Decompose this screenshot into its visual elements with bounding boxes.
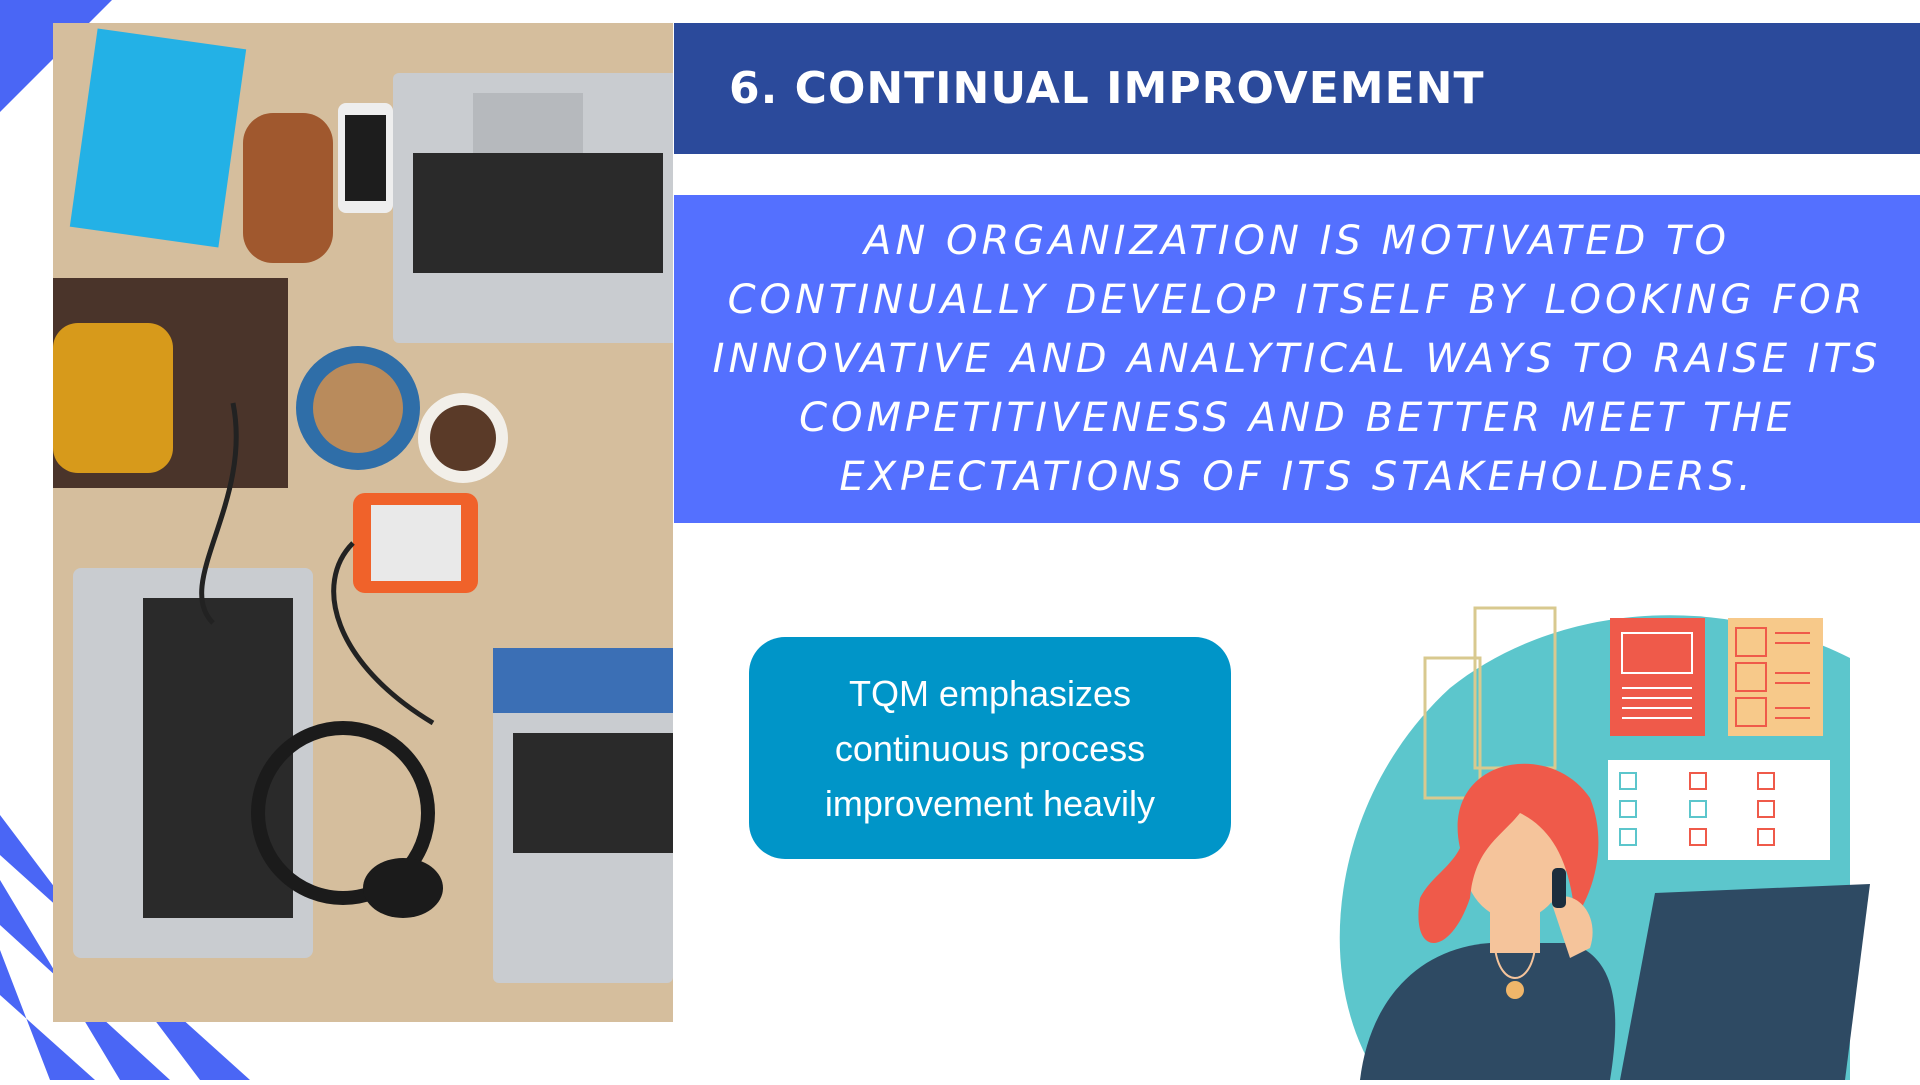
desk-with-laptops-photo — [53, 23, 673, 1022]
description-text: AN ORGANIZATION IS MOTIVATED TO CONTINUA… — [712, 217, 1882, 500]
callout-box: TQM emphasizes continuous process improv… — [749, 637, 1231, 859]
title-banner: 6. CONTINUAL IMPROVEMENT — [674, 23, 1920, 154]
woman-on-phone-at-computer-illustration — [1290, 598, 1920, 1080]
slide-title: 6. CONTINUAL IMPROVEMENT — [729, 63, 1485, 114]
description-box: AN ORGANIZATION IS MOTIVATED TO CONTINUA… — [674, 195, 1920, 523]
callout-text: TQM emphasizes continuous process improv… — [824, 672, 1156, 824]
